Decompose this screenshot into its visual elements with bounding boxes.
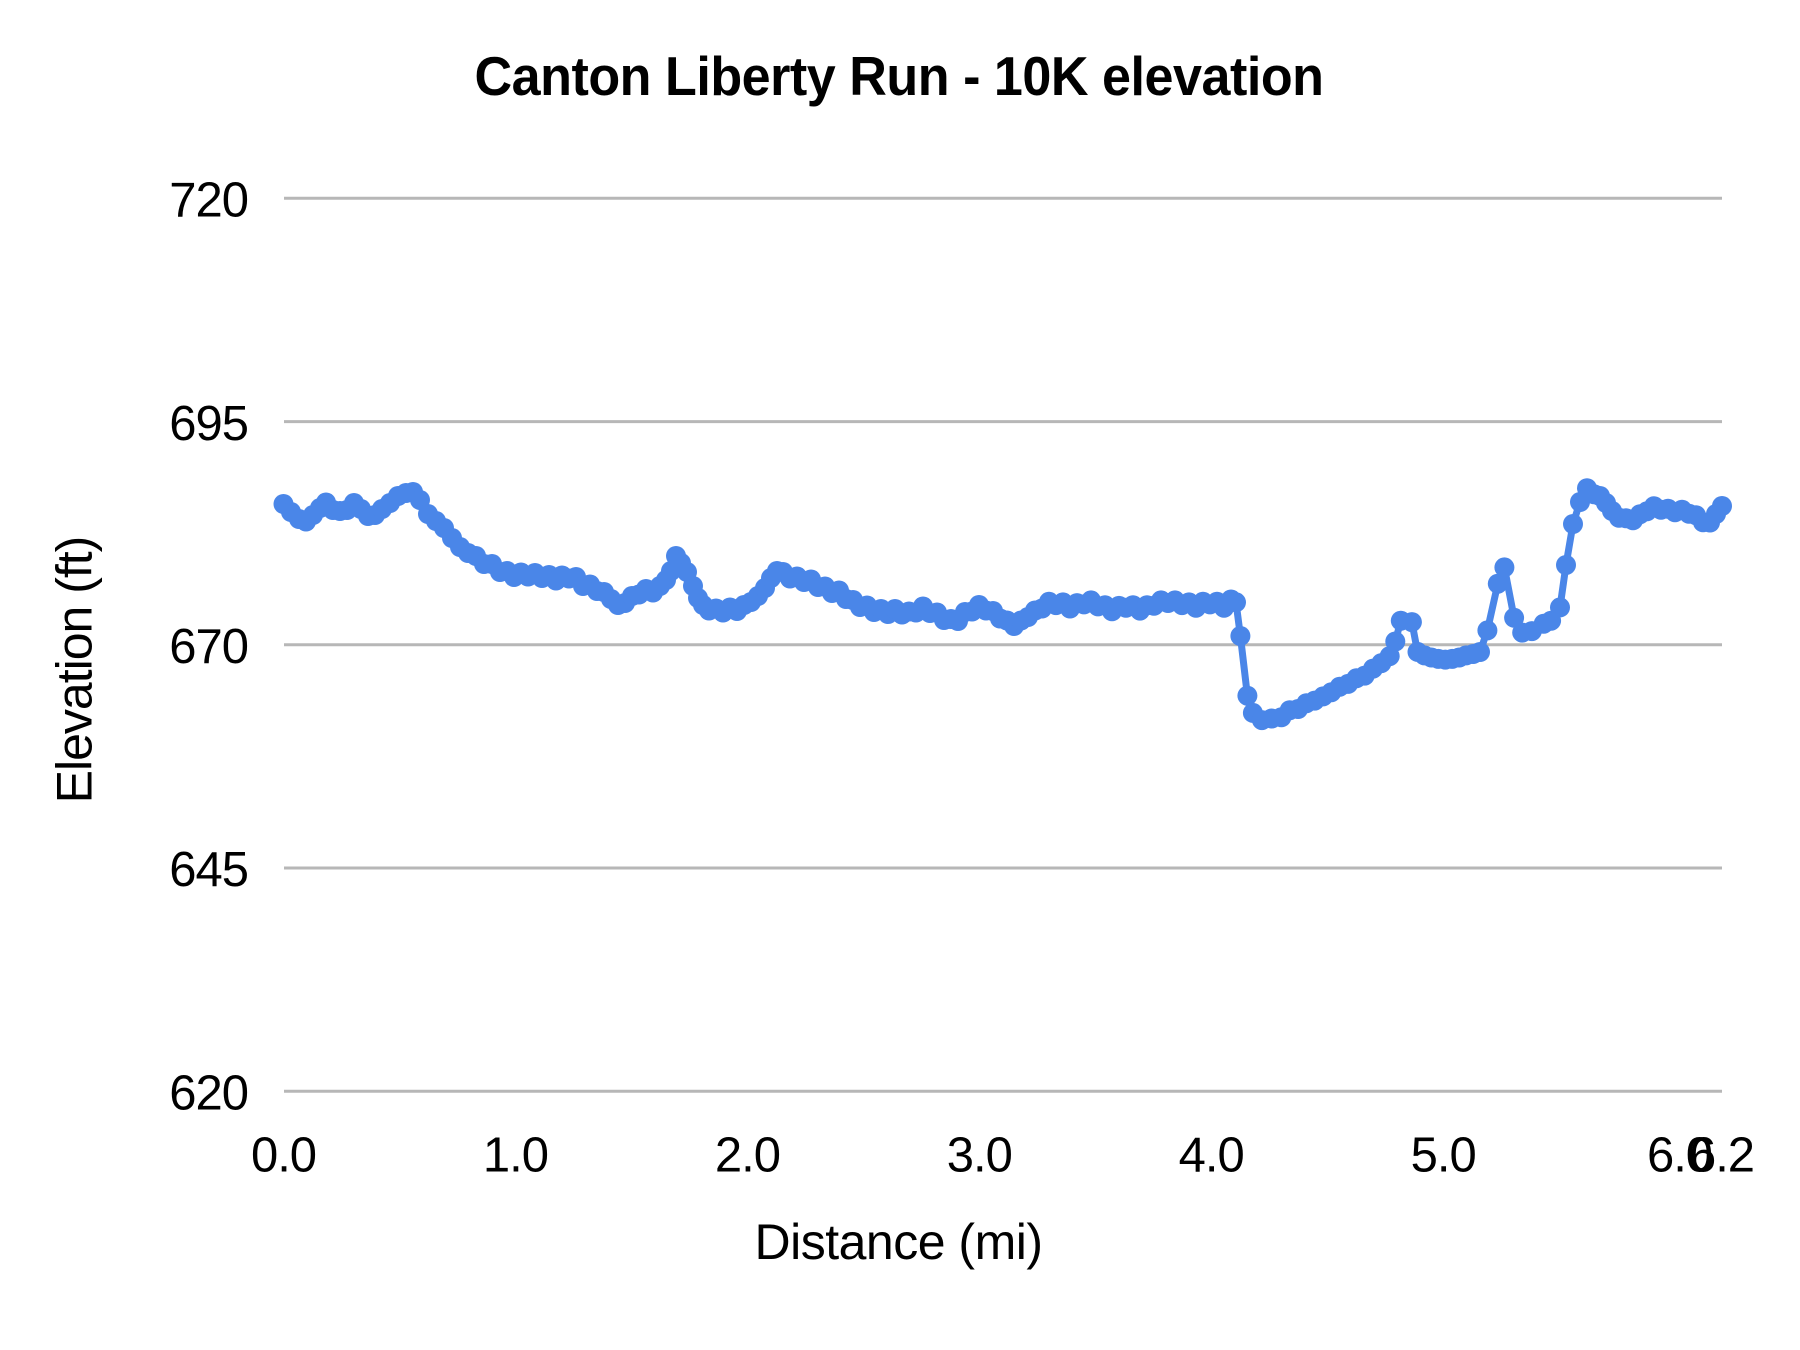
svg-text:695: 695	[169, 397, 248, 451]
svg-text:Canton Liberty Run - 10K eleva: Canton Liberty Run - 10K elevation	[475, 47, 1324, 108]
svg-text:620: 620	[169, 1067, 248, 1121]
svg-text:Distance (mi): Distance (mi)	[755, 1214, 1043, 1270]
svg-text:670: 670	[169, 620, 248, 674]
svg-text:6.2: 6.2	[1689, 1129, 1754, 1183]
svg-text:3.0: 3.0	[947, 1129, 1012, 1183]
svg-text:5.0: 5.0	[1411, 1129, 1476, 1183]
svg-text:1.0: 1.0	[483, 1129, 548, 1183]
svg-text:2.0: 2.0	[715, 1129, 780, 1183]
svg-text:Elevation (ft): Elevation (ft)	[47, 537, 103, 804]
svg-text:0.0: 0.0	[251, 1129, 316, 1183]
svg-text:6.0: 6.0	[1647, 1129, 1712, 1183]
svg-text:645: 645	[169, 843, 248, 897]
svg-text:720: 720	[169, 174, 248, 228]
svg-text:4.0: 4.0	[1179, 1129, 1244, 1183]
